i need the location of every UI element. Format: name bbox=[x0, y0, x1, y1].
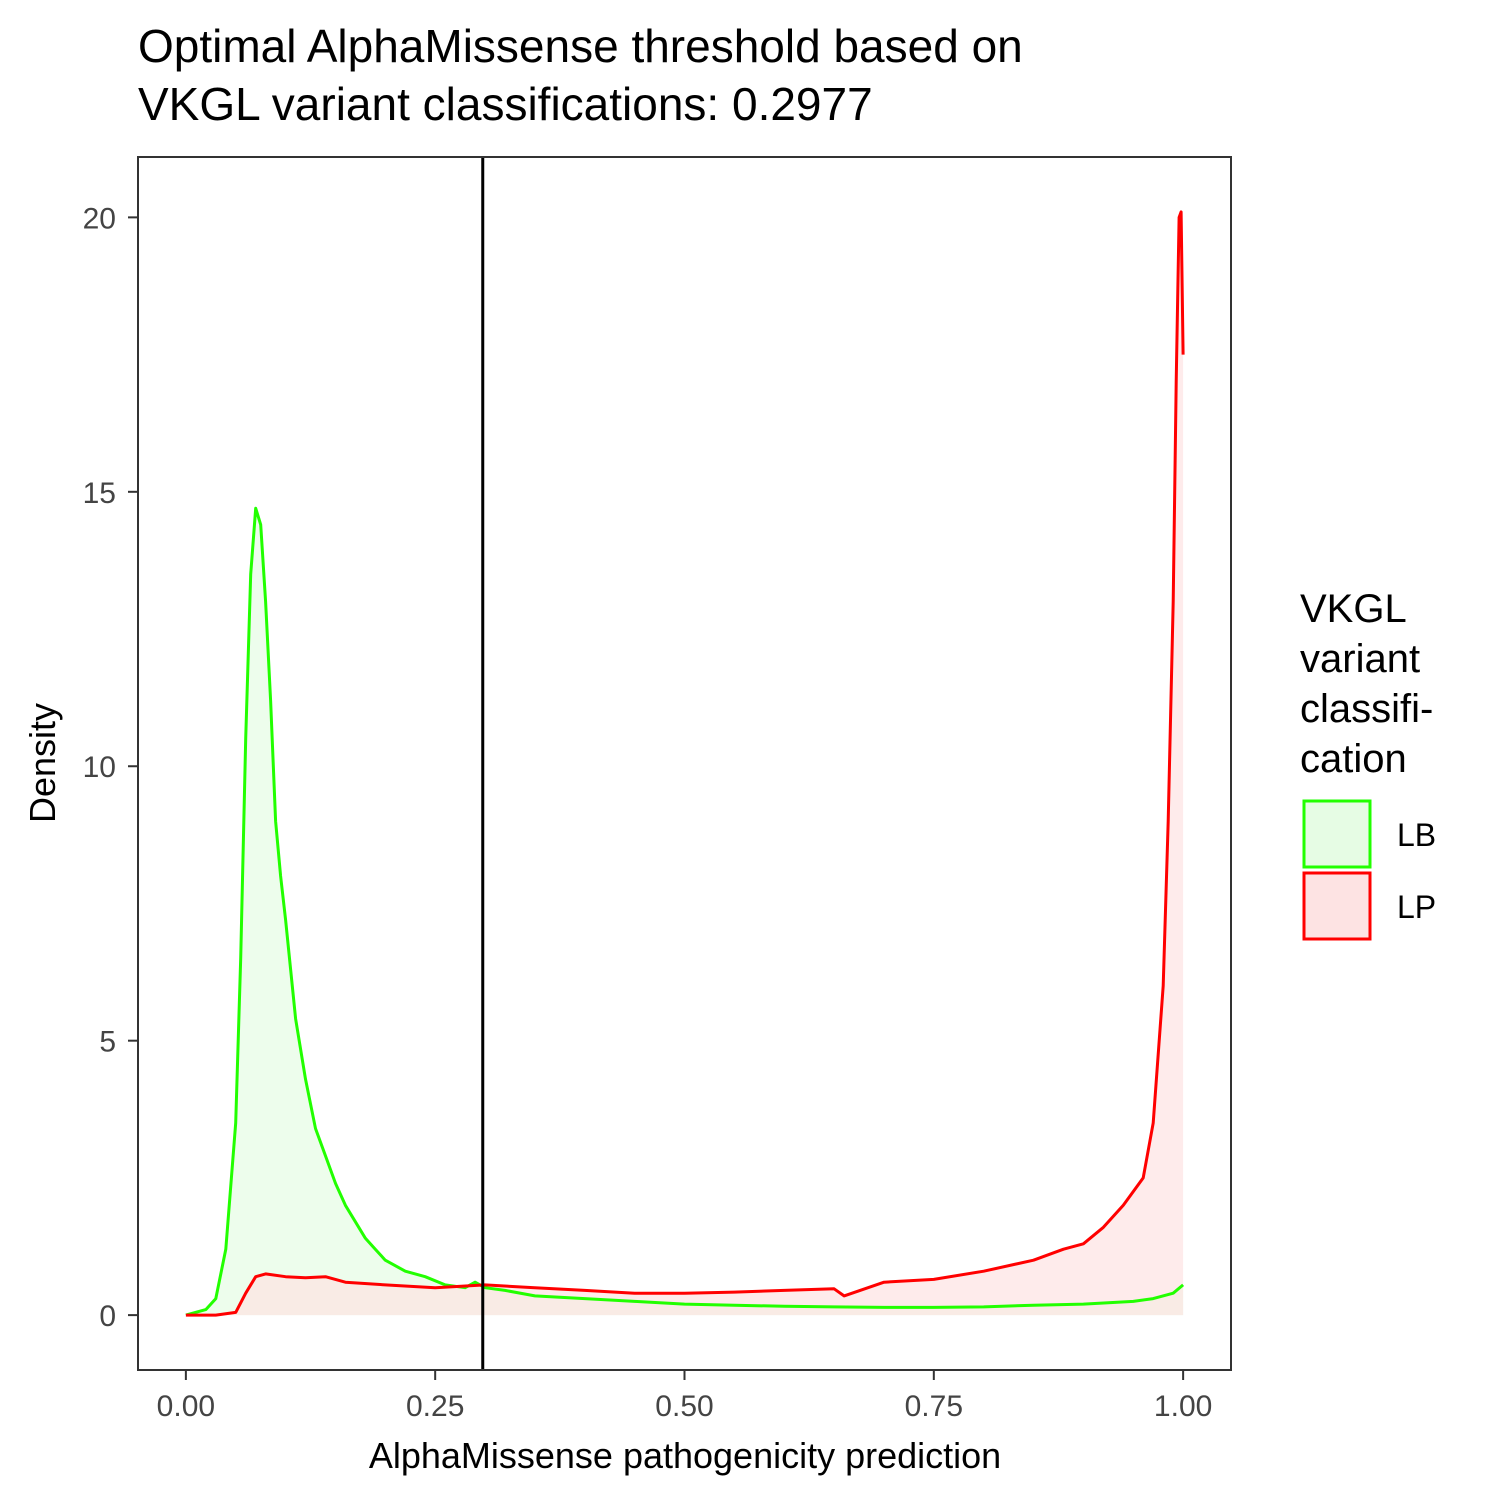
y-tick-label: 20 bbox=[83, 202, 116, 235]
legend-title-line-3: classifi- bbox=[1300, 687, 1433, 731]
legend-key-lp bbox=[1302, 871, 1372, 941]
series-lp-line bbox=[185, 210, 1185, 1317]
series-lp-area bbox=[185, 211, 1184, 1316]
x-tick-label: 0.00 bbox=[157, 1390, 215, 1423]
series-lb-area bbox=[185, 508, 1184, 1316]
legend-key-lb bbox=[1302, 799, 1372, 869]
legend: VKGL variant classifi- cation LB LP bbox=[1300, 587, 1436, 941]
y-axis-title: Density bbox=[22, 703, 63, 823]
legend-label-lp: LP bbox=[1397, 889, 1436, 925]
y-axis: 0 5 10 15 20 bbox=[83, 202, 138, 1333]
x-tick-label: 0.25 bbox=[406, 1390, 464, 1423]
series-lb-line bbox=[185, 506, 1185, 1317]
legend-label-lb: LB bbox=[1397, 817, 1436, 853]
legend-title-line-2: variant bbox=[1300, 637, 1420, 681]
y-tick-label: 5 bbox=[99, 1026, 116, 1059]
x-axis-title: AlphaMissense pathogenicity prediction bbox=[369, 1435, 1001, 1476]
y-tick-label: 15 bbox=[83, 477, 116, 510]
x-tick-label: 0.75 bbox=[905, 1390, 963, 1423]
chart-title-line-2: VKGL variant classifications: 0.2977 bbox=[138, 78, 873, 130]
legend-title-line-4: cation bbox=[1300, 737, 1407, 781]
x-tick-label: 0.50 bbox=[655, 1390, 713, 1423]
series-layer bbox=[185, 210, 1185, 1317]
x-tick-label: 1.00 bbox=[1154, 1390, 1212, 1423]
legend-title-line-1: VKGL bbox=[1300, 587, 1407, 631]
y-tick-label: 0 bbox=[99, 1300, 116, 1333]
x-axis: 0.00 0.25 0.50 0.75 1.00 bbox=[157, 1370, 1212, 1423]
chart-title-line-1: Optimal AlphaMissense threshold based on bbox=[138, 20, 1023, 72]
y-tick-label: 10 bbox=[83, 751, 116, 784]
